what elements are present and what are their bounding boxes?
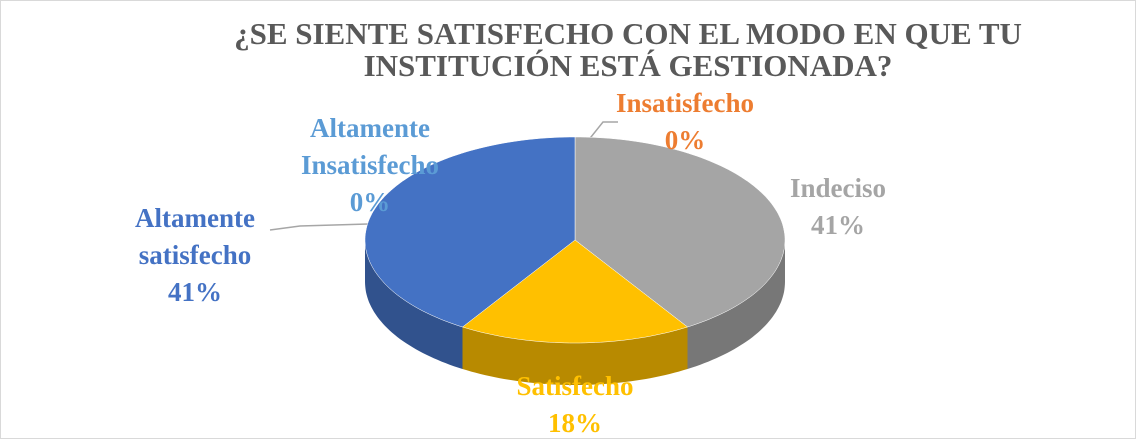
value-label: 0% xyxy=(349,187,391,217)
pie-side xyxy=(365,240,463,369)
pie-slice xyxy=(461,239,689,344)
pie-side xyxy=(687,240,785,369)
category-label: Altamente satisfecho xyxy=(135,203,255,270)
data-label: Altamente Insatisfecho 0% xyxy=(270,110,470,221)
pie-side xyxy=(462,327,688,385)
value-label: 18% xyxy=(548,408,602,438)
category-label: Altamente Insatisfecho xyxy=(300,113,439,180)
pie-slice xyxy=(574,136,786,328)
category-label: Insatisfecho xyxy=(615,88,754,118)
value-label: 41% xyxy=(811,210,865,240)
data-label: Satisfecho 18% xyxy=(475,368,675,442)
leader-line xyxy=(269,223,369,231)
pie-slice xyxy=(364,136,576,328)
data-label: Indeciso 41% xyxy=(738,170,938,244)
data-label: Insatisfecho 0% xyxy=(585,85,785,159)
data-label: Altamente satisfecho 41% xyxy=(95,200,295,311)
category-label: Indeciso xyxy=(789,173,887,203)
value-label: 41% xyxy=(168,277,222,307)
value-label: 0% xyxy=(664,125,706,155)
category-label: Satisfecho xyxy=(516,371,634,401)
chart-title: ¿SE SIENTE SATISFECHO CON EL MODO EN QUE… xyxy=(234,16,1022,83)
